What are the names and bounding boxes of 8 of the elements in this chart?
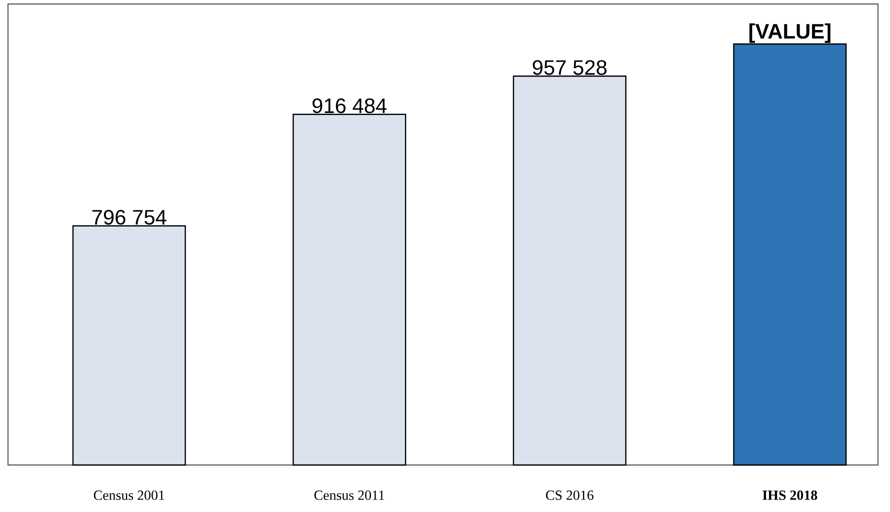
data-label: 916 484	[312, 98, 387, 114]
data-label: 796 754	[92, 210, 166, 225]
x-tick-label: Census 2011	[314, 490, 384, 500]
data-label: 957 528	[532, 60, 607, 75]
x-tick-label: Census 2001	[94, 490, 164, 500]
x-tick-label: CS 2016	[546, 490, 594, 500]
data-label: [VALUE]	[749, 23, 830, 43]
x-tick-label: IHS 2018	[762, 490, 818, 500]
